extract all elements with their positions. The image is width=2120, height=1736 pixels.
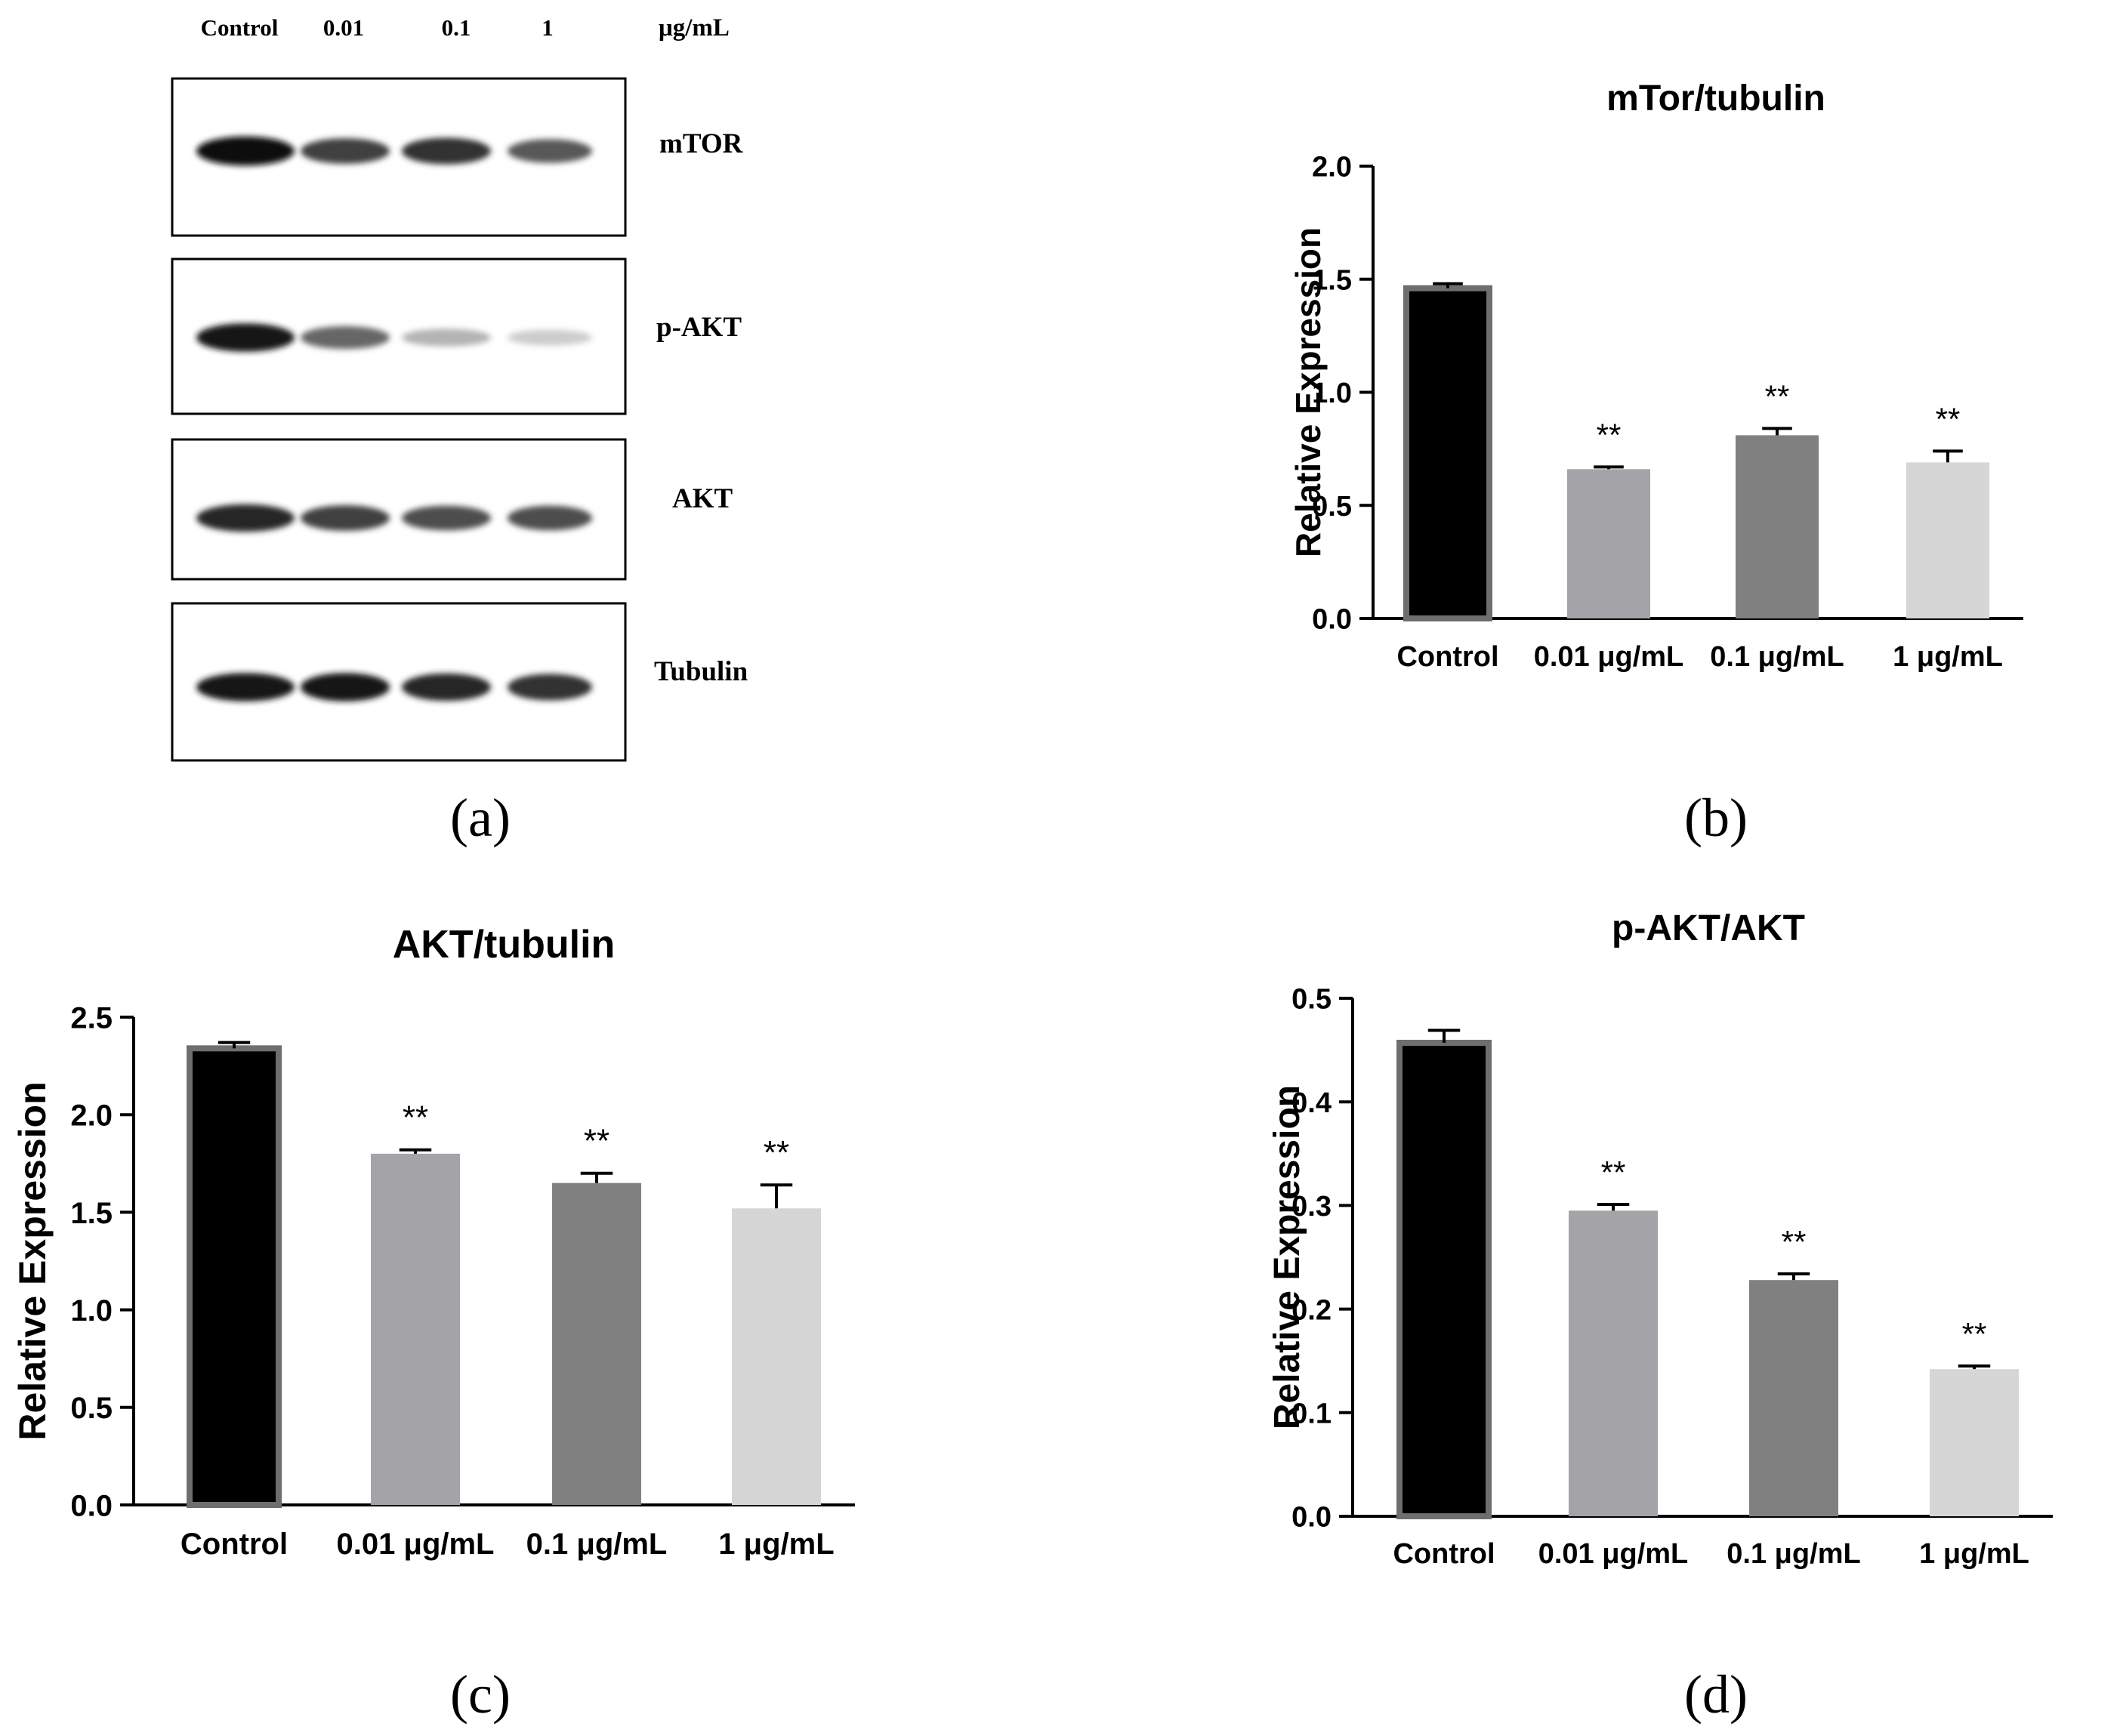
x-tick-label: 0.1 μg/mL [526,1528,668,1561]
bar-4 [1906,462,1989,618]
band-akt-lane-3 [402,505,491,531]
x-tick-label: 1 μg/mL [718,1528,834,1561]
x-tick-label: 0.1 μg/mL [1710,641,1844,673]
panel-label-c: (c) [450,1664,511,1725]
band-tubulin-lane-1 [196,673,295,701]
bar-1 [1403,285,1492,621]
bar-4 [732,1208,821,1505]
x-tick-label: 1 μg/mL [1893,641,2003,673]
y-tick-label: 2.5 [70,1001,113,1035]
y-tick-label: 1.0 [1312,378,1352,409]
chart-akt-tubulin: AKT/tubulin Relative Expression 0.0 0.5 1.0 1… [11,923,855,1561]
bands-p-akt [196,323,592,352]
bar-3 [552,1183,641,1505]
x-tick-label: 0.01 μg/mL [1538,1538,1689,1570]
chart-title: AKT/tubulin [393,923,616,967]
bands-tubulin [196,673,592,701]
lane-unit-label: μg/mL [659,14,730,42]
band-p-akt-lane-2 [301,325,390,350]
x-tick-label: Control [1393,1538,1495,1570]
chart-title: p-AKT/AKT [1612,908,1805,948]
lane-label-1: 1 [542,14,554,41]
significance-label: ** [1936,401,1961,436]
significance-label: ** [1601,1155,1626,1190]
chart-mtor-tubulin: mTor/tubulin Relative Expression 0.0 0.5 1.0… [1288,79,2023,673]
bands-mtor [196,136,592,166]
row-label-p-akt: p-AKT [656,312,742,343]
y-tick-label: 0.0 [1312,604,1352,636]
band-p-akt-lane-3 [402,328,491,347]
bar-2 [371,1153,460,1505]
y-tick-label: 0.4 [1291,1087,1332,1119]
y-tick-label: 2.0 [70,1099,113,1133]
x-tick-label: 0.1 μg/mL [1727,1538,1860,1570]
row-label-mtor: mTOR [659,128,744,159]
y-axis-label: Relative Expression [11,1081,54,1440]
y-axis-label: Relative Expression [1267,1085,1307,1429]
x-tick-label: Control [1396,641,1498,673]
bar-2 [1567,469,1650,618]
band-mtor-lane-2 [301,138,390,164]
x-tick-label: 0.01 μg/mL [337,1528,495,1561]
significance-label: ** [1962,1316,1987,1352]
band-mtor-lane-1 [196,136,295,166]
bar-3 [1749,1280,1838,1516]
band-tubulin-lane-4 [508,674,592,701]
band-akt-lane-1 [196,504,295,532]
lane-label-control: Control [201,14,279,41]
chart-title: mTor/tubulin [1606,79,1825,119]
bands-akt [196,504,592,532]
y-tick-label: 0.5 [70,1392,113,1425]
significance-label: ** [403,1099,428,1136]
chart-p-akt-akt: p-AKT/AKT Relative Expression 0.0 0.1 0.2 0.3… [1267,908,2053,1570]
western-blot-panel: Control 0.01 0.1 1 μg/mL mTOR p-AKT AKT … [171,14,748,762]
lane-label-0.01: 0.01 [323,14,364,41]
y-tick-label: 0.5 [1291,984,1332,1016]
y-tick-label: 2.0 [1312,152,1352,183]
lane-label-0.1: 0.1 [442,14,471,41]
y-tick-label: 0.3 [1291,1191,1332,1223]
band-tubulin-lane-2 [301,673,390,701]
band-mtor-lane-3 [402,137,491,165]
x-tick-label: 1 μg/mL [1919,1538,2029,1570]
band-tubulin-lane-3 [402,673,491,701]
y-tick-label: 1.5 [1312,264,1352,296]
y-tick-label: 0.2 [1291,1294,1332,1326]
band-p-akt-lane-4 [508,329,592,346]
row-label-tubulin: Tubulin [654,656,748,687]
bar-3 [1736,435,1819,618]
panel-label-d: (d) [1684,1664,1748,1725]
panel-label-b: (b) [1684,788,1748,848]
bar-2 [1569,1210,1658,1516]
panel-label-a: (a) [450,788,511,848]
y-axis-label: Relative Expression [1288,227,1328,557]
row-label-akt: AKT [672,483,733,514]
band-p-akt-lane-1 [196,323,295,352]
bar-1 [187,1045,282,1508]
y-tick-label: 0.0 [1291,1502,1332,1534]
bar-4 [1930,1369,2019,1516]
y-tick-label: 1.0 [70,1294,113,1327]
significance-label: ** [1782,1224,1807,1260]
bar-1 [1396,1039,1492,1519]
y-tick-label: 0.5 [1312,491,1352,523]
y-tick-label: 0.0 [70,1489,113,1522]
significance-label: ** [1597,417,1622,452]
x-tick-label: Control [181,1528,288,1561]
band-akt-lane-2 [301,505,390,531]
significance-label: ** [1765,378,1790,414]
significance-label: ** [764,1134,789,1171]
band-mtor-lane-4 [508,139,592,163]
x-tick-label: 0.01 μg/mL [1534,641,1684,673]
significance-label: ** [584,1123,609,1160]
y-tick-label: 0.1 [1291,1398,1332,1429]
y-tick-label: 1.5 [70,1197,113,1230]
band-akt-lane-4 [508,505,592,531]
